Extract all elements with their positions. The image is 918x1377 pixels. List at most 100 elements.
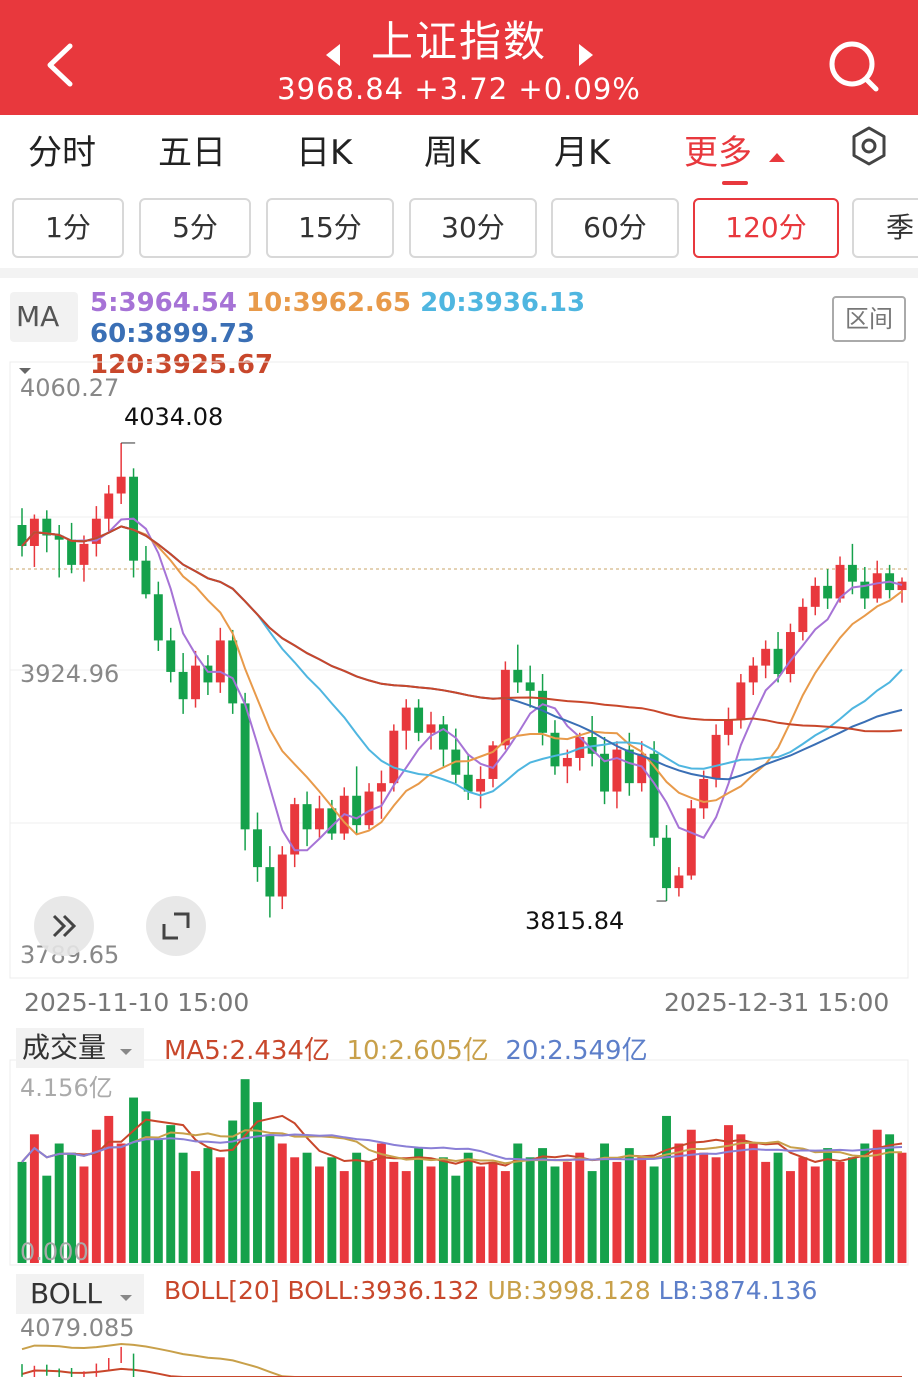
divider	[0, 268, 918, 278]
next-index-icon[interactable]	[575, 40, 597, 70]
volume-bar	[401, 1171, 411, 1263]
candle-body	[785, 632, 795, 675]
volume-bar	[438, 1157, 448, 1263]
candle-body	[649, 753, 659, 838]
period-1min[interactable]: 1分	[12, 198, 124, 258]
candle-body	[426, 724, 436, 733]
volume-selector[interactable]: 成交量	[16, 1028, 144, 1068]
ma-legend: MA 5:3964.54 10:3962.65 20:3936.13 60:38…	[0, 282, 918, 380]
boll-selector[interactable]: BOLL	[16, 1274, 144, 1314]
date-start: 2025-11-10 15:00	[24, 988, 250, 1017]
candle-body	[67, 539, 77, 565]
period-120min[interactable]: 120分	[693, 198, 839, 258]
candle-body	[42, 518, 52, 536]
volume-bar	[352, 1152, 362, 1263]
dropdown-icon	[19, 368, 31, 374]
candle-body	[54, 535, 64, 540]
candle-body	[525, 682, 535, 691]
candle-body	[166, 640, 176, 672]
volume-bar	[860, 1143, 870, 1263]
period-30min[interactable]: 30分	[409, 198, 537, 258]
period-15min[interactable]: 15分	[266, 198, 394, 258]
candle-body	[203, 665, 213, 683]
boll-group	[21, 1342, 902, 1377]
volume-bar	[538, 1148, 548, 1263]
search-icon[interactable]	[826, 38, 882, 94]
title-wrap: 上证指数	[0, 8, 918, 69]
volume-ma-values: MA5:2.434亿 10:2.605亿 20:2.549亿	[164, 1030, 648, 1067]
tab-yuek[interactable]: 月K	[554, 133, 611, 173]
volume-bar	[711, 1157, 721, 1263]
ma120-line	[21, 525, 903, 733]
volume-bar	[327, 1157, 337, 1263]
period-60min[interactable]: 60分	[551, 198, 679, 258]
back-arrow-icon[interactable]	[40, 40, 80, 90]
candle-body	[215, 640, 225, 683]
candle-body	[773, 648, 783, 675]
candle-body	[389, 730, 399, 784]
tab-more-label: 更多	[684, 133, 752, 173]
volume-bar	[637, 1157, 647, 1263]
tab-wuri[interactable]: 五日	[158, 133, 226, 173]
fullscreen-button[interactable]	[146, 896, 206, 956]
volume-bar	[562, 1161, 572, 1263]
volume-bar	[29, 1134, 39, 1263]
candle-body	[116, 476, 126, 494]
volume-bar	[550, 1166, 560, 1263]
volume-bar	[414, 1148, 424, 1263]
volume-bar	[91, 1129, 101, 1263]
boll-mid-line	[21, 1367, 902, 1377]
volume-bars-group	[17, 1079, 907, 1263]
high-price-label: 4034.08	[124, 403, 224, 431]
volume-bar	[624, 1148, 634, 1263]
tab-zhouk[interactable]: 周K	[424, 133, 481, 173]
candle-body	[141, 560, 151, 595]
ma5-line	[21, 517, 903, 852]
boll-mid: BOLL:3936.132	[287, 1276, 480, 1305]
expand-button[interactable]	[34, 896, 94, 956]
period-quarter[interactable]: 季	[852, 198, 918, 258]
period-5min[interactable]: 5分	[139, 198, 251, 258]
volume-bar	[67, 1152, 77, 1263]
candle-body	[897, 581, 907, 591]
volume-bar	[104, 1115, 114, 1263]
volume-bar	[253, 1102, 262, 1263]
active-tab-indicator	[722, 181, 748, 185]
volume-bar	[488, 1161, 498, 1263]
volume-bar	[587, 1171, 597, 1263]
boll-selector-label: BOLL	[30, 1277, 102, 1310]
ma120-value: 120:3925.67	[90, 350, 274, 380]
candle-body	[699, 778, 709, 809]
candles-group	[17, 442, 907, 918]
volume-ma-group	[21, 1114, 903, 1167]
gear-icon[interactable]	[848, 125, 890, 167]
range-button[interactable]: 区间	[832, 296, 906, 342]
tab-fenshi[interactable]: 分时	[28, 133, 96, 173]
candle-body	[290, 804, 300, 855]
candle-body	[538, 690, 548, 733]
candle-body	[612, 749, 622, 792]
tab-rik[interactable]: 日K	[296, 133, 353, 173]
volume-legend: 成交量 MA5:2.434亿 10:2.605亿 20:2.549亿	[0, 1024, 918, 1068]
candle-body	[414, 707, 424, 733]
volume-bar	[240, 1079, 250, 1263]
candle-body	[253, 829, 262, 868]
kline-tabs: 分时 五日 日K 周K 月K 更多	[0, 115, 918, 187]
candle-body	[662, 837, 671, 889]
fullscreen-icon	[162, 912, 190, 940]
volume-bar	[302, 1152, 312, 1263]
volume-bar	[129, 1097, 139, 1263]
volume-bar	[265, 1134, 275, 1263]
candle-body	[17, 524, 27, 546]
ma-selector[interactable]: MA	[10, 292, 78, 374]
candle-body	[401, 707, 411, 731]
volume-selector-label: 成交量	[22, 1031, 107, 1064]
prev-index-icon[interactable]	[322, 40, 344, 70]
kline-chart[interactable]	[0, 360, 918, 1377]
header-bar: 上证指数 3968.84 +3.72 +0.09%	[0, 0, 918, 115]
volume-bar	[500, 1171, 510, 1263]
tab-more[interactable]: 更多	[684, 125, 787, 174]
caret-up-icon	[768, 153, 785, 162]
volume-bar	[79, 1166, 89, 1263]
ma-lines-group	[21, 442, 903, 902]
